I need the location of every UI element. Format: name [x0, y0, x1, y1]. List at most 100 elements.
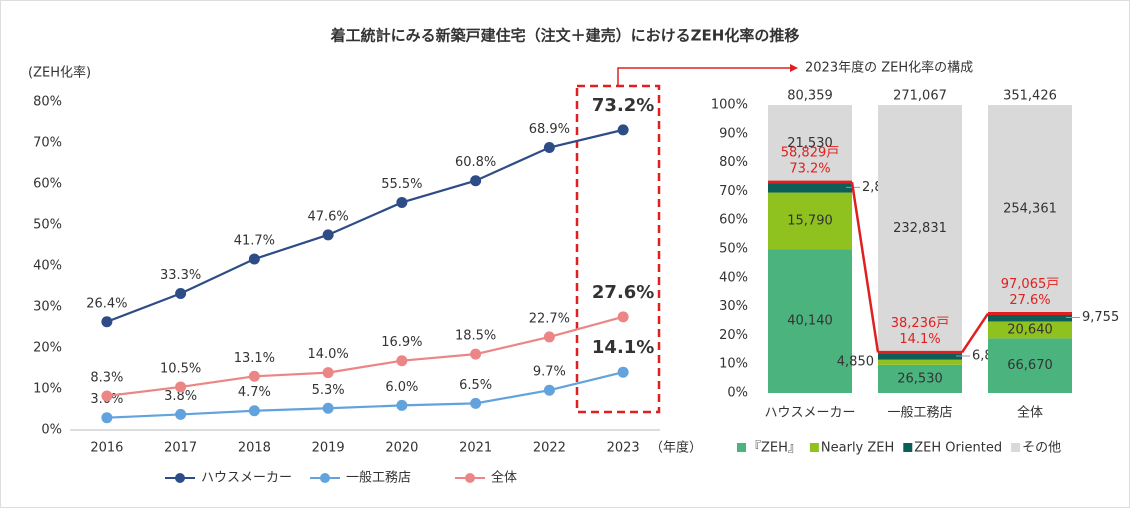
x-tick-label: 2021 [459, 441, 492, 456]
value-label: 55.5% [381, 177, 422, 192]
legend-swatch [809, 443, 819, 452]
value-label: 8.3% [90, 370, 123, 385]
value-label: 3.8% [164, 389, 197, 404]
x-tick-label: 2017 [164, 441, 197, 456]
x-tick-label: 2016 [90, 441, 123, 456]
legend-label: ハウスメーカー [201, 471, 292, 486]
legend-swatch [737, 443, 746, 452]
value-label: 4.7% [238, 385, 271, 400]
connector [850, 181, 880, 353]
bar-segment [878, 105, 962, 353]
sub-chart-title: 2023年度の ZEH化率の構成 [805, 60, 973, 76]
point [101, 390, 113, 402]
value-label: 26.4% [86, 296, 127, 311]
total-label: 271,067 [893, 89, 947, 104]
units-label: 58,829戸 [781, 146, 840, 161]
bar-segment [768, 192, 852, 250]
point [101, 316, 113, 328]
y-tick-label: 30% [33, 300, 62, 315]
segment-label: 21,530 [787, 136, 833, 151]
y-tick-label: 60% [719, 213, 748, 228]
segment-label: 9,755 [1082, 310, 1119, 325]
point [175, 287, 187, 299]
point [248, 370, 260, 382]
value-label: 41.7% [234, 234, 275, 249]
legend-label: ZEH Oriented [914, 441, 1002, 456]
connector [960, 312, 990, 354]
value-label: 6.5% [459, 378, 492, 393]
point [470, 348, 482, 360]
x-tick-label: 2022 [533, 441, 566, 456]
y-tick-label: 40% [719, 270, 748, 285]
legend-swatch [1011, 443, 1021, 452]
y-tick-label: 10% [33, 382, 62, 397]
bar-segment [988, 338, 1072, 393]
bar-segment [768, 105, 852, 183]
point [470, 175, 482, 187]
point [396, 196, 408, 208]
segment-label: 40,140 [787, 314, 833, 329]
total-label: 351,426 [1003, 89, 1057, 104]
series-line [106, 128, 624, 323]
x-axis-label: （年度） [650, 440, 702, 456]
point [322, 402, 334, 414]
arrow [617, 67, 790, 86]
y-tick-label: 20% [33, 341, 62, 356]
value-label: 16.9% [381, 335, 422, 350]
bar-segment [878, 359, 962, 365]
y-tick-label: 0% [41, 423, 62, 438]
bar-segment [988, 313, 1072, 322]
value-label: 6.0% [385, 380, 418, 395]
y-tick-label: 80% [33, 95, 62, 110]
bar-segment [878, 364, 962, 393]
value-label: 47.6% [307, 209, 348, 224]
value-label: 22.7% [529, 311, 570, 326]
segment-label: 20,640 [1007, 322, 1053, 337]
y-tick-label: 100% [711, 98, 748, 113]
point [101, 412, 113, 424]
rate-label: 73.2% [789, 162, 830, 177]
y-tick-label: 20% [719, 328, 748, 343]
point [322, 229, 334, 241]
units-label: 97,065戸 [1001, 277, 1060, 292]
bar-segment [768, 182, 852, 193]
segment-label: 15,790 [787, 213, 833, 228]
series-line [106, 315, 624, 398]
value-label: 14.1% [592, 337, 654, 358]
y-tick-label: 90% [719, 126, 748, 141]
point [322, 367, 334, 379]
legend-label: その他 [1022, 441, 1061, 456]
value-label: 5.3% [312, 383, 345, 398]
value-label: 10.5% [160, 361, 201, 376]
value-label: 18.5% [455, 329, 496, 344]
value-label: 73.2% [592, 95, 654, 116]
x-tick-label: ハウスメーカー [764, 406, 855, 421]
chart-title: 着工統計にみる新築戸建住宅（注文＋建売）におけるZEH化率の推移 [330, 27, 800, 45]
x-tick-label: 2018 [238, 441, 271, 456]
segment-label: 254,361 [1003, 202, 1057, 217]
rate-label: 14.1% [899, 332, 940, 347]
segment-label: 4,850 [837, 355, 874, 370]
value-label: 68.9% [529, 122, 570, 137]
bar-segment [768, 249, 852, 393]
arrow-head [790, 64, 798, 72]
bar-segment [878, 352, 962, 360]
bar-segment [988, 321, 1072, 339]
x-tick-label: 全体 [1017, 405, 1043, 421]
total-label: 80,359 [787, 89, 833, 104]
y-tick-label: 70% [33, 136, 62, 151]
point [617, 366, 629, 378]
series-line [106, 371, 624, 419]
value-label: 9.7% [533, 365, 566, 380]
legend-label: 一般工務店 [346, 470, 411, 486]
point [617, 124, 629, 136]
y-tick-label: 0% [727, 386, 748, 401]
y-tick-label: 40% [33, 259, 62, 274]
point [470, 397, 482, 409]
legend-marker [465, 473, 475, 483]
x-tick-label: 2020 [385, 441, 418, 456]
value-label: 14.0% [307, 347, 348, 362]
segment-label: 66,670 [1007, 358, 1053, 373]
segment-label: 26,530 [897, 371, 943, 386]
legend-marker [175, 473, 185, 483]
